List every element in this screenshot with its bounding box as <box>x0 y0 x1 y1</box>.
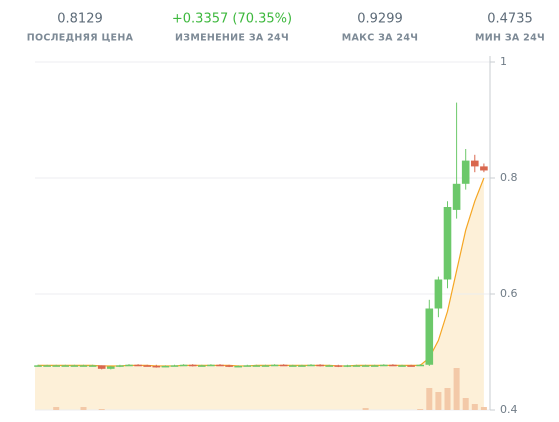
volume-bar <box>471 404 478 410</box>
y-tick-label: 0.4 <box>500 403 518 416</box>
stat-value: 0.9299 <box>357 12 403 27</box>
candle-body <box>270 364 279 367</box>
candle-body <box>343 365 352 367</box>
candle-body <box>43 365 51 367</box>
ma-line <box>38 177 485 367</box>
volume-bar <box>362 408 369 410</box>
candle-body <box>125 364 133 367</box>
stats-header: 0.8129 ПОСЛЕДНЯЯ ЦЕНА +0.3357 (70.35%) ИЗМЕ… <box>27 12 545 44</box>
volume-bar <box>435 392 442 410</box>
candle-body <box>225 365 233 367</box>
candle-body <box>207 364 215 367</box>
candle-body <box>216 364 224 367</box>
candle-body <box>443 207 452 280</box>
candle-body <box>161 365 170 368</box>
candle-body <box>380 364 388 367</box>
candle-body <box>116 365 124 367</box>
candle-body <box>434 279 443 309</box>
candle-body <box>52 365 60 367</box>
volume-bar <box>417 409 424 410</box>
volume-bar <box>453 368 460 410</box>
candle-body <box>352 365 361 367</box>
candle-body <box>170 365 179 367</box>
stat-label: МАКС ЗА 24Ч <box>342 33 418 44</box>
candle-body <box>298 365 306 367</box>
candle-body <box>325 365 333 367</box>
volume-bar <box>426 388 433 410</box>
stat-label: ИЗМЕНЕНИЕ ЗА 24Ч <box>175 33 289 44</box>
candle-body <box>134 364 142 367</box>
volume-bar <box>80 407 87 410</box>
volume-bar <box>98 409 105 410</box>
candle-body <box>407 365 415 367</box>
candle-body <box>461 160 470 184</box>
candle-body <box>179 364 188 367</box>
y-tick-label: 0.8 <box>500 171 518 184</box>
volume-bar <box>480 407 487 410</box>
candle-body <box>334 365 343 367</box>
candle-body <box>88 365 97 367</box>
candle-body <box>361 365 370 367</box>
candle-body <box>70 365 79 367</box>
candle-body <box>243 365 252 367</box>
candle-body <box>107 366 115 369</box>
candle-body <box>97 365 106 369</box>
ma-area <box>35 178 484 410</box>
candle-body <box>425 308 434 365</box>
candle-body <box>316 364 324 367</box>
candle-body <box>480 166 488 171</box>
candle-body <box>398 365 406 367</box>
y-tick-label: 0.6 <box>500 287 518 300</box>
stat-value: 0.8129 <box>57 12 103 27</box>
candle-body <box>152 365 161 368</box>
stat-label: МИН ЗА 24Ч <box>475 33 545 44</box>
volume-bar <box>444 388 451 410</box>
stat-label: ПОСЛЕДНЯЯ ЦЕНА <box>27 33 134 44</box>
candle-body <box>188 364 197 367</box>
candle-body <box>389 364 397 367</box>
candle-body <box>261 365 270 367</box>
stat-value: 0.4735 <box>487 12 533 27</box>
candle-body <box>252 365 261 367</box>
candle-body <box>452 183 461 210</box>
y-tick-label: 1 <box>500 55 507 68</box>
stat-value: +0.3357 (70.35%) <box>172 12 292 27</box>
candle-body <box>370 365 379 367</box>
candle-body <box>198 365 206 367</box>
candle-body <box>143 365 151 367</box>
plot: 0.4 0.6 0.8 1 <box>34 55 518 416</box>
candle-body <box>61 365 70 367</box>
candle-body <box>307 364 315 367</box>
volume-bar <box>53 407 60 410</box>
candle-body <box>234 365 242 368</box>
volume-bar <box>462 398 469 410</box>
candle-body <box>289 365 297 367</box>
candle-body <box>79 365 88 367</box>
candle-body <box>34 365 42 367</box>
candle-body <box>416 364 424 367</box>
candle-body <box>471 160 479 167</box>
candle-body <box>279 364 288 367</box>
